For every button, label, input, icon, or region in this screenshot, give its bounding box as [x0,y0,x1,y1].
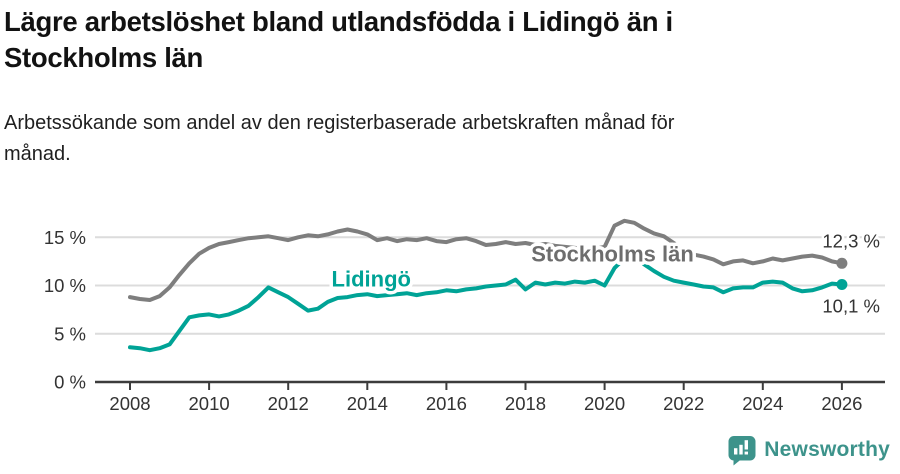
y-tick-label: 10 % [44,275,86,296]
x-tick-label: 2018 [505,393,546,414]
series-line-stockholms-l-n [128,218,844,302]
y-tick-label: 0 % [54,372,86,393]
newsworthy-bubble-chart-icon [728,436,756,466]
end-dot-liding [836,279,848,291]
x-tick-label: 2014 [347,393,388,414]
x-tick-label: 2020 [584,393,625,414]
x-tick-label: 2008 [109,393,150,414]
chart-title: Lägre arbetslöshet bland utlandsfödda i … [4,6,673,74]
x-tick-label: 2016 [426,393,467,414]
end-value-label-stockholms-l-n: 12,3 % [822,230,880,251]
x-tick-label: 2012 [268,393,309,414]
x-tick-label: 2010 [189,393,230,414]
y-tick-label: 5 % [54,323,86,344]
x-tick-label: 2024 [742,393,783,414]
end-dot-stockholms-l-n [836,257,848,269]
series-label-liding: Lidingö [332,267,411,292]
series-line-liding [128,252,844,353]
newsworthy-logo[interactable]: Newsworthy [727,434,890,466]
y-tick-label: 15 % [44,227,86,248]
chart-subtitle: Arbetssökande som andel av den registerb… [4,112,675,165]
x-tick-label: 2026 [821,393,862,414]
x-tick-label: 2022 [663,393,704,414]
series-label-stockholms-l-n: Stockholms län [531,242,694,267]
newsworthy-wordmark: Newsworthy [764,438,890,461]
end-value-label-liding: 10,1 % [822,296,880,317]
